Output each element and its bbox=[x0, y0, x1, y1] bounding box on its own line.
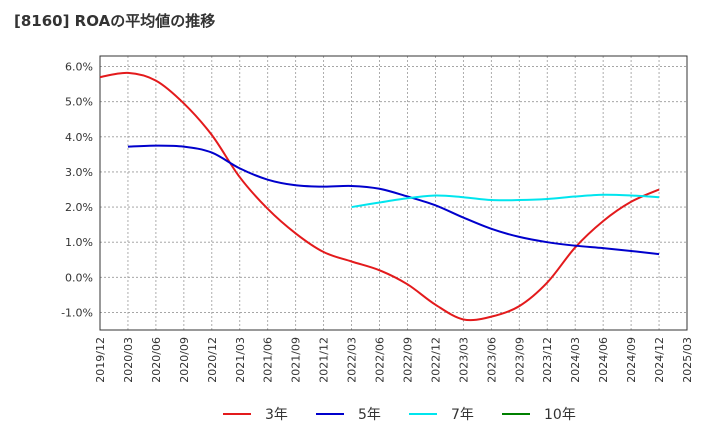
x-tick-label: 2020/06 bbox=[150, 337, 163, 383]
x-tick-label: 2023/06 bbox=[485, 337, 498, 383]
legend-label: 7年 bbox=[451, 407, 474, 423]
x-tick-label: 2021/09 bbox=[290, 337, 303, 383]
x-tick-label: 2021/06 bbox=[262, 337, 275, 383]
y-tick-label: 5.0% bbox=[65, 96, 93, 109]
x-tick-label: 2020/09 bbox=[178, 337, 191, 383]
x-tick-label: 2020/12 bbox=[206, 337, 219, 383]
x-tick-label: 2021/12 bbox=[318, 337, 331, 383]
series-layer bbox=[99, 71, 660, 322]
y-tick-label: 4.0% bbox=[65, 131, 93, 144]
grid-layer bbox=[99, 56, 688, 330]
legend: 3年 5年 7年 10年 bbox=[223, 407, 576, 423]
x-tick-label: 2019/12 bbox=[94, 337, 107, 383]
x-tick-label: 2021/03 bbox=[234, 337, 247, 383]
x-axis-ticks: 2019/12 2020/03 2020/06 2020/09 2020/12 2021/… bbox=[94, 337, 694, 383]
x-tick-label: 2022/12 bbox=[429, 337, 442, 383]
y-tick-label: 6.0% bbox=[65, 61, 93, 74]
plot-area-frame bbox=[99, 55, 688, 331]
x-tick-label: 2024/03 bbox=[569, 337, 582, 383]
chart-title: [8160] ROAの平均値の推移 bbox=[14, 12, 216, 30]
y-tick-label: 2.0% bbox=[65, 201, 93, 214]
x-tick-label: 2024/12 bbox=[653, 337, 666, 383]
series-line-3 bbox=[351, 193, 660, 209]
y-tick-label: 3.0% bbox=[65, 166, 93, 179]
y-tick-label: 1.0% bbox=[65, 236, 93, 249]
legend-label: 3年 bbox=[265, 407, 288, 423]
x-tick-label: 2022/09 bbox=[401, 337, 414, 383]
x-tick-label: 2024/06 bbox=[597, 337, 610, 383]
series-line-2 bbox=[127, 144, 660, 256]
x-tick-label: 2022/03 bbox=[346, 337, 359, 383]
x-tick-label: 2023/12 bbox=[541, 337, 554, 383]
x-tick-label: 2022/06 bbox=[374, 337, 387, 383]
legend-label: 10年 bbox=[544, 407, 576, 423]
legend-label: 5年 bbox=[358, 407, 381, 423]
x-tick-label: 2020/03 bbox=[122, 337, 135, 383]
y-tick-label: -1.0% bbox=[61, 306, 93, 319]
y-tick-label: 0.0% bbox=[65, 271, 93, 284]
series-line-1 bbox=[99, 71, 660, 322]
x-tick-label: 2025/03 bbox=[681, 337, 694, 383]
x-tick-label: 2024/09 bbox=[625, 337, 638, 383]
x-tick-label: 2023/03 bbox=[457, 337, 470, 383]
x-tick-label: 2023/09 bbox=[513, 337, 526, 383]
y-axis-ticks: -1.0% 0.0% 1.0% 2.0% 3.0% 4.0% 5.0% 6.0% bbox=[61, 61, 93, 320]
